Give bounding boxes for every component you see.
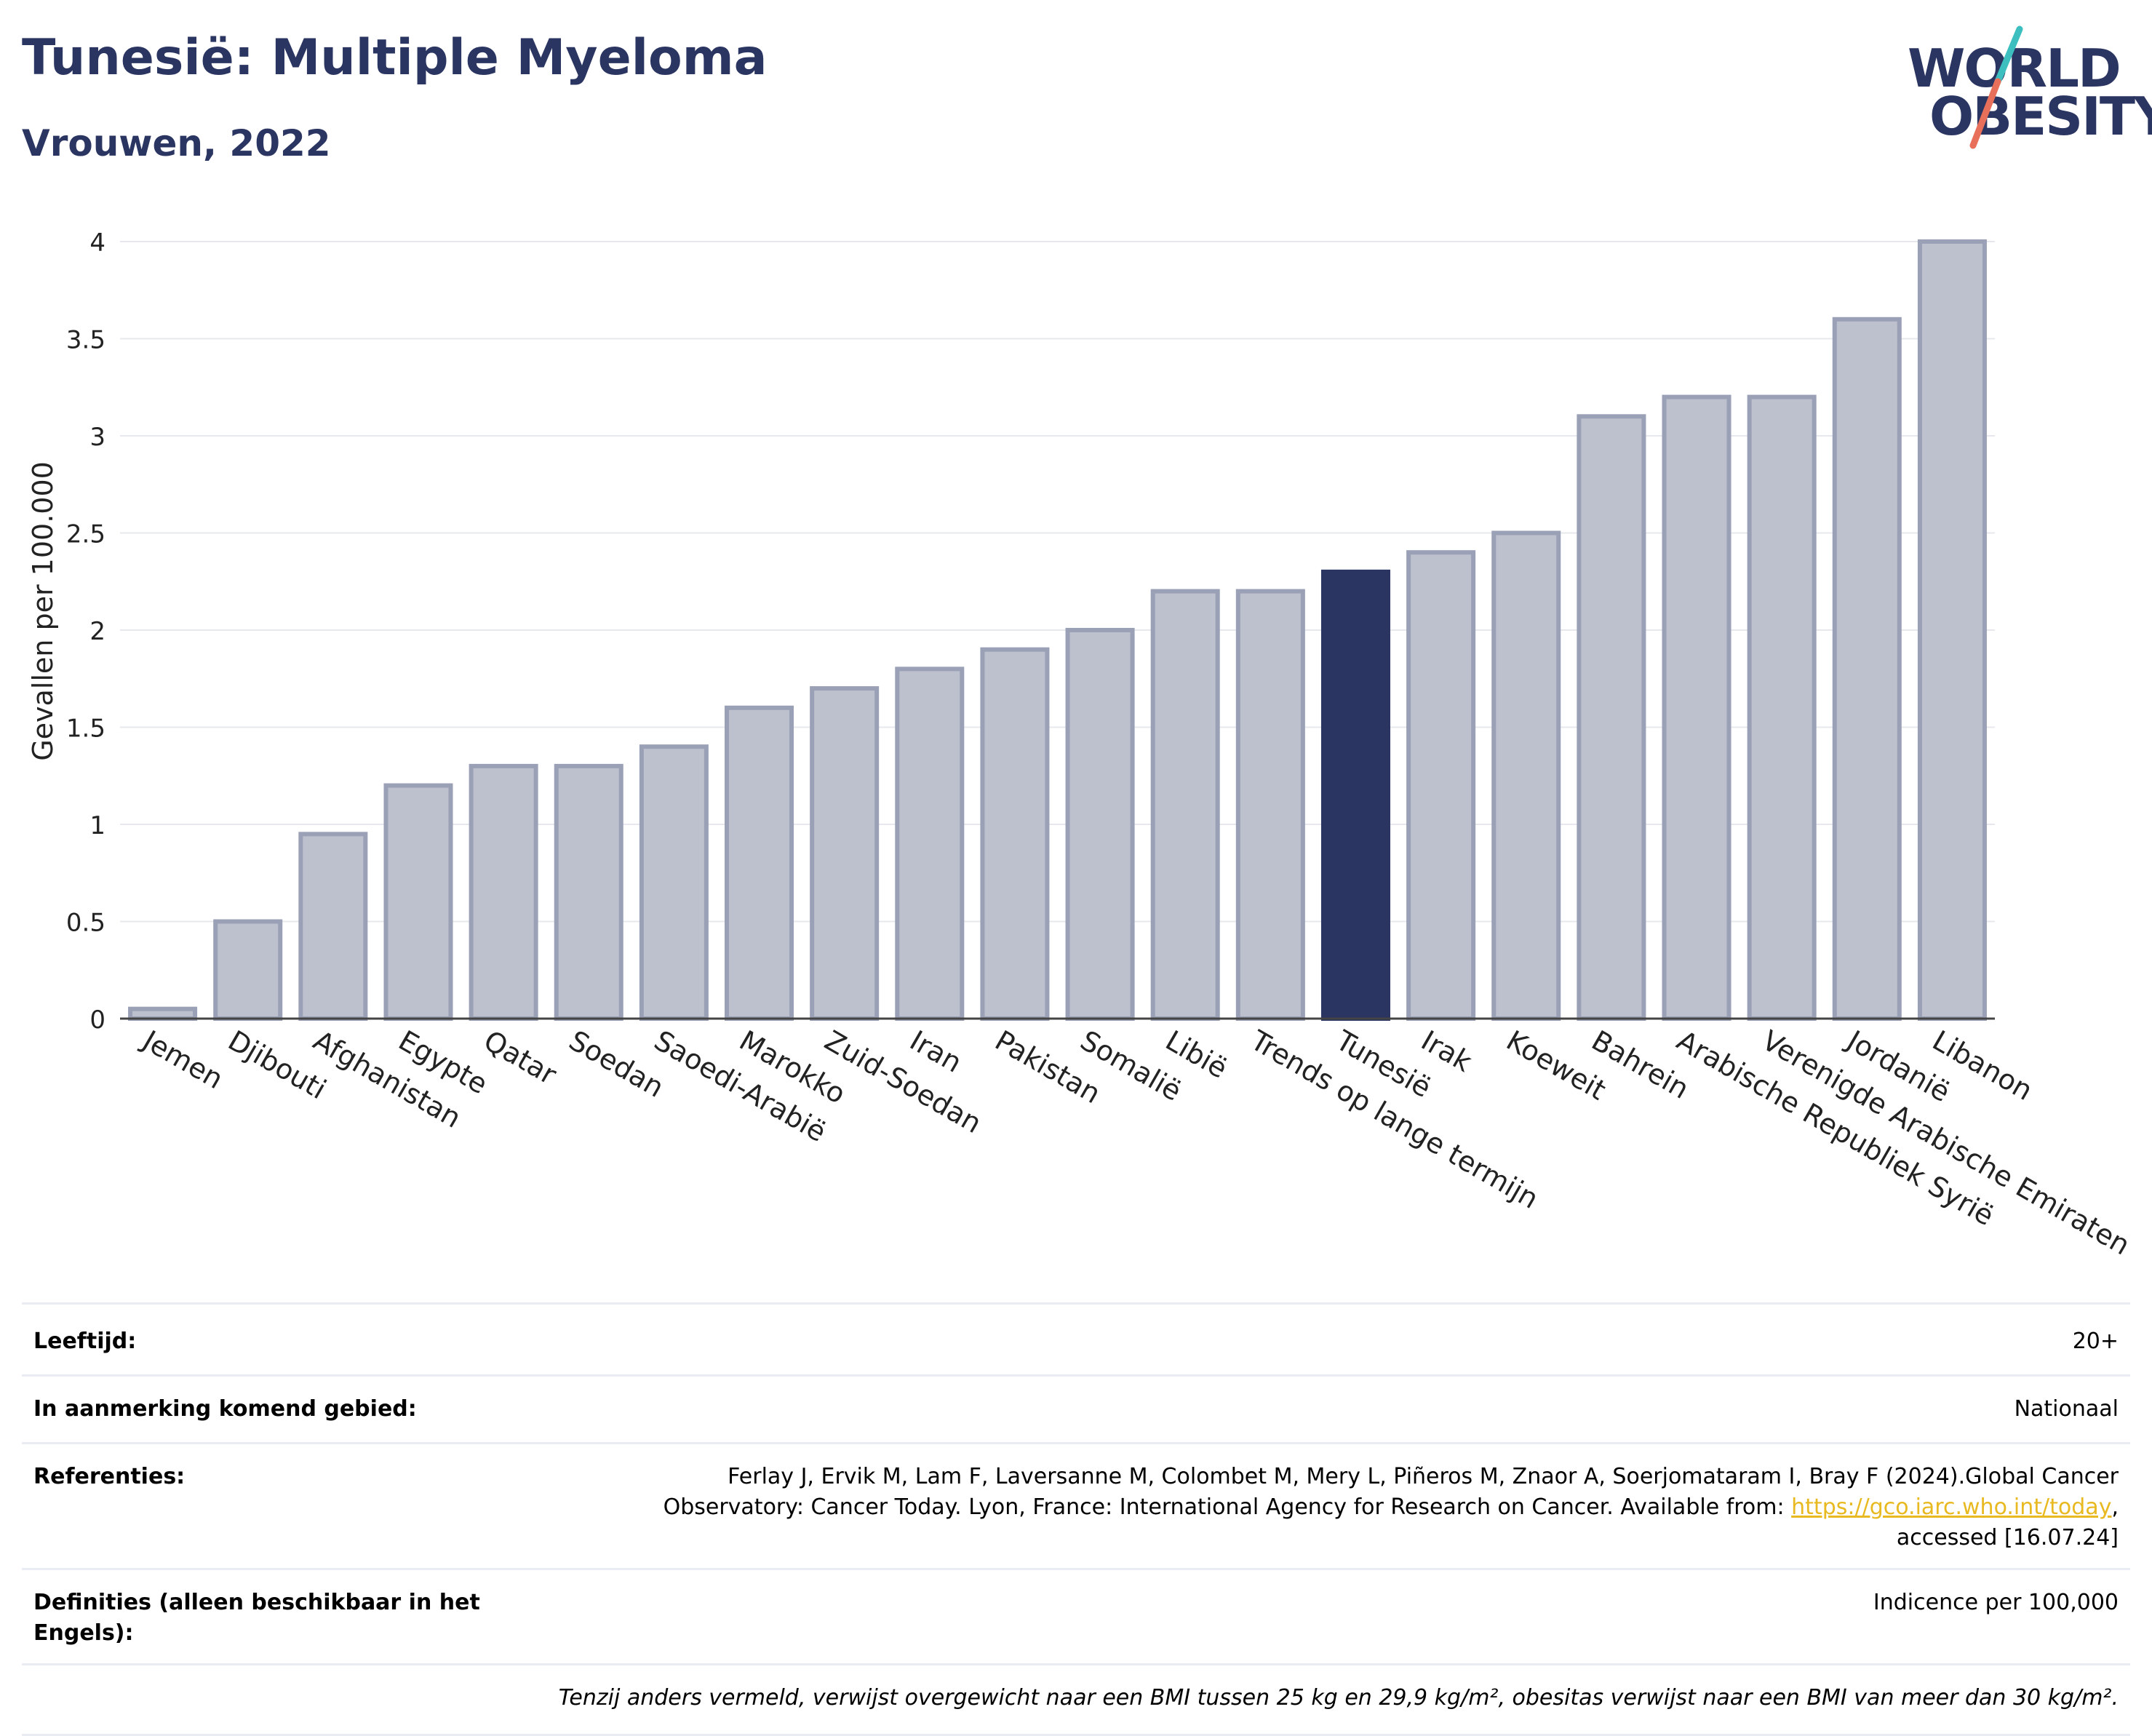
y-tick-label: 3 [89, 423, 105, 452]
bar-tunesi- [1320, 569, 1390, 1021]
references-line-2: Observatory: Cancer Today. Lyon, France:… [495, 1492, 2119, 1523]
page-subtitle: Vrouwen, 2022 [22, 122, 331, 164]
world-obesity-logo: WORLD OBESITY [1892, 22, 2152, 153]
info-row-area: In aanmerking komend gebied: Nationaal [22, 1374, 2130, 1442]
bar-irak [1406, 550, 1476, 1021]
x-tick-label: Djibouti [223, 1024, 332, 1106]
references-line-2-text: Observatory: Cancer Today. Lyon, France:… [663, 1494, 1792, 1520]
age-label: Leeftijd: [33, 1329, 137, 1354]
x-tick-label: Jemen [136, 1024, 228, 1096]
y-tick-label: 1 [89, 811, 105, 840]
y-tick-label: 3.5 [66, 326, 105, 355]
bar-iran [895, 666, 965, 1022]
bar-trends-op-lange-termijn [1235, 589, 1305, 1021]
y-tick-label: 4 [89, 228, 105, 258]
references-label: Referenties: [33, 1464, 186, 1489]
bar-soedan [554, 763, 623, 1022]
bar-zuid-soedan [810, 686, 880, 1021]
bar-bahrein [1577, 414, 1646, 1021]
obesity-note: Tenzij anders vermeld, verwijst overgewi… [558, 1685, 2119, 1711]
y-tick-label: 0 [89, 1006, 105, 1035]
bar-pakistan [980, 647, 1050, 1021]
x-tick-label: Soedan [564, 1024, 669, 1104]
bar-marokko [725, 705, 794, 1021]
x-tick-label: Qatar [479, 1024, 562, 1091]
y-tick-label: 1.5 [66, 714, 105, 744]
bar-saoedi-arabi- [639, 744, 709, 1021]
definitions-label: Definities (alleen beschikbaar in het En… [33, 1590, 480, 1646]
bars [128, 239, 1987, 1022]
bar-egypte [383, 783, 453, 1021]
references-line-1: Ferlay J, Ervik M, Lam F, Laversanne M, … [728, 1464, 2119, 1489]
definitions-value: Indicence per 100,000 [1873, 1590, 2119, 1615]
age-value: 20+ [2072, 1329, 2119, 1354]
info-row-note: Tenzij anders vermeld, verwijst overgewi… [22, 1663, 2130, 1736]
bar-koeweit [1491, 530, 1561, 1021]
info-row-age: Leeftijd: 20+ [22, 1302, 2130, 1374]
bar-verenigde-arabische-emiraten [1747, 394, 1817, 1021]
logo-stripe-icon [1969, 25, 2023, 149]
y-axis-label: Gevallen per 100.000 [27, 461, 59, 761]
logo-line-2: OBESITY [1929, 86, 2152, 147]
page-title: Tunesië: Multiple Myeloma [22, 29, 768, 87]
bar-libi- [1150, 589, 1220, 1021]
y-tick-label: 0.5 [66, 909, 105, 938]
bar-chart: 0 0.5 1 1.5 2 2.5 3 3.5 4 JemenDjiboutiAfghanist… [27, 228, 2135, 1262]
bar-somali- [1065, 628, 1135, 1021]
info-row-definitions: Definities (alleen beschikbaar in het En… [22, 1568, 2130, 1663]
info-table: Leeftijd: 20+ In aanmerking komend gebie… [22, 1302, 2130, 1736]
bar-afghanistan [298, 832, 368, 1021]
bar-djibouti [213, 919, 283, 1021]
bar-qatar [469, 763, 538, 1022]
logo-line-1: WORLD [1908, 38, 2121, 99]
bar-jemen [128, 1006, 198, 1022]
bar-libanon [1917, 239, 1987, 1021]
bar-arabische-republiek-syri- [1662, 394, 1731, 1021]
y-tick-label: 2.5 [66, 520, 105, 549]
info-row-references: Referenties: Ferlay J, Ervik M, Lam F, L… [22, 1442, 2130, 1568]
references-value: Ferlay J, Ervik M, Lam F, Laversanne M, … [495, 1462, 2130, 1553]
references-link[interactable]: https://gco.iarc.who.int/today [1791, 1494, 2112, 1520]
references-line-3: accessed [16.07.24] [1896, 1525, 2119, 1550]
area-label: In aanmerking komend gebied: [33, 1396, 417, 1422]
y-tick-label: 2 [89, 617, 105, 646]
references-line-2-end: , [2111, 1494, 2119, 1520]
area-value: Nationaal [2014, 1396, 2119, 1422]
bar-jordani- [1832, 316, 1902, 1021]
y-axis-ticks: 0 0.5 1 1.5 2 2.5 3 3.5 4 [66, 228, 105, 1035]
